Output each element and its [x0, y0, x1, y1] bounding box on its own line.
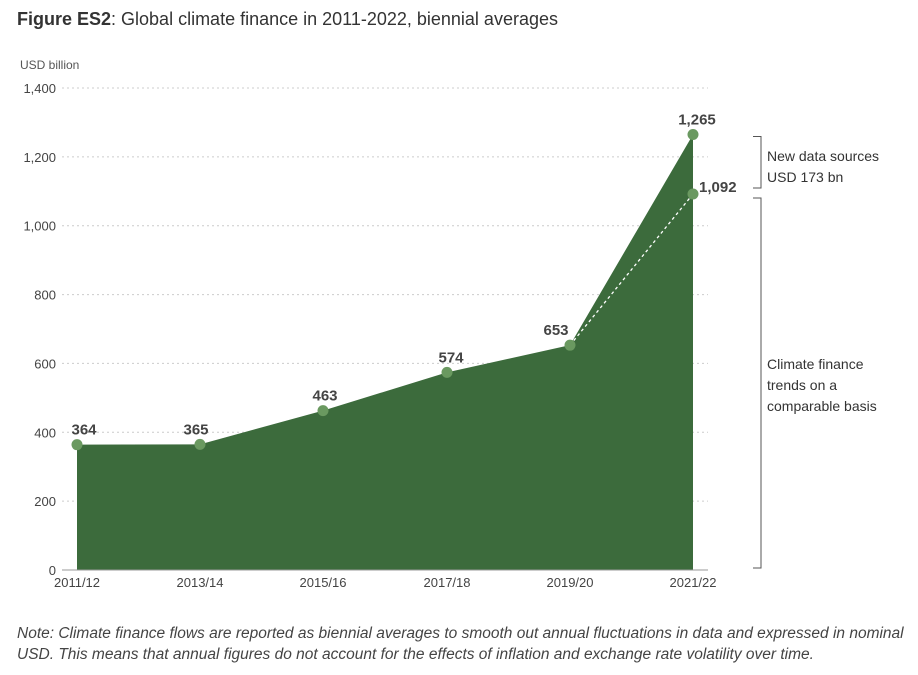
- annotations: New data sources USD 173 bn Climate financ…: [753, 135, 879, 569]
- plot-area: [77, 134, 694, 570]
- x-tick-label: 2017/18: [424, 575, 471, 590]
- data-label: 463: [312, 388, 337, 405]
- x-tick-label: 2011/12: [54, 575, 100, 590]
- y-tick-label: 1,400: [23, 81, 56, 96]
- chart-title: Figure ES2: Global climate finance in 20…: [17, 9, 558, 30]
- y-tick-label: 600: [34, 356, 56, 371]
- data-label: 574: [438, 349, 464, 366]
- annotation-bracket: [753, 197, 762, 569]
- y-tick-label: 400: [34, 425, 56, 440]
- figure-caption: : Global climate finance in 2011-2022, b…: [111, 9, 558, 29]
- annotation-text: New data sources: [767, 148, 879, 164]
- data-point-comparable: [687, 188, 699, 200]
- area-series-main: [77, 134, 693, 570]
- data-point: [317, 405, 329, 417]
- data-label: 1,265: [678, 111, 716, 128]
- data-label-comparable: 1,092: [699, 179, 737, 196]
- data-labels: 364 365 463 574 653 1,265 1,092: [71, 111, 736, 438]
- data-points: [71, 128, 699, 451]
- chart-note: Note: Climate finance flows are reported…: [17, 625, 904, 663]
- dotted-trend-line: [569, 193, 694, 346]
- y-tick-label: 1,000: [23, 219, 56, 234]
- y-tick-label: 0: [49, 563, 56, 578]
- data-point: [687, 128, 699, 140]
- figure-number: Figure ES2: [17, 9, 112, 29]
- annotation-text: comparable basis: [767, 398, 877, 414]
- x-tick-label: 2015/16: [300, 575, 347, 590]
- y-tick-label: 1,200: [23, 150, 56, 165]
- axes: 0 200 400 600 800 1,000 1,200 1,400 USD billion 2…: [20, 58, 717, 590]
- x-tick-label: 2013/14: [177, 575, 224, 590]
- data-point: [194, 438, 206, 450]
- x-tick-label: 2021/22: [670, 575, 717, 590]
- data-point: [71, 439, 83, 451]
- data-label: 364: [71, 422, 97, 439]
- data-label: 365: [183, 421, 208, 438]
- area-chart: 0 200 400 600 800 1,000 1,200 1,400 USD billion 2…: [20, 58, 879, 590]
- annotation-text: trends on a: [767, 377, 837, 393]
- annotation-bracket: [753, 135, 762, 189]
- data-point: [441, 366, 453, 378]
- x-tick-label: 2019/20: [547, 575, 594, 590]
- annotation-text: USD 173 bn: [767, 169, 843, 185]
- y-tick-label: 200: [34, 494, 56, 509]
- data-label: 653: [543, 322, 568, 339]
- y-tick-label: 800: [34, 288, 56, 303]
- y-axis-label: USD billion: [20, 58, 79, 72]
- annotation-text: Climate finance: [767, 356, 864, 372]
- data-point: [564, 339, 576, 351]
